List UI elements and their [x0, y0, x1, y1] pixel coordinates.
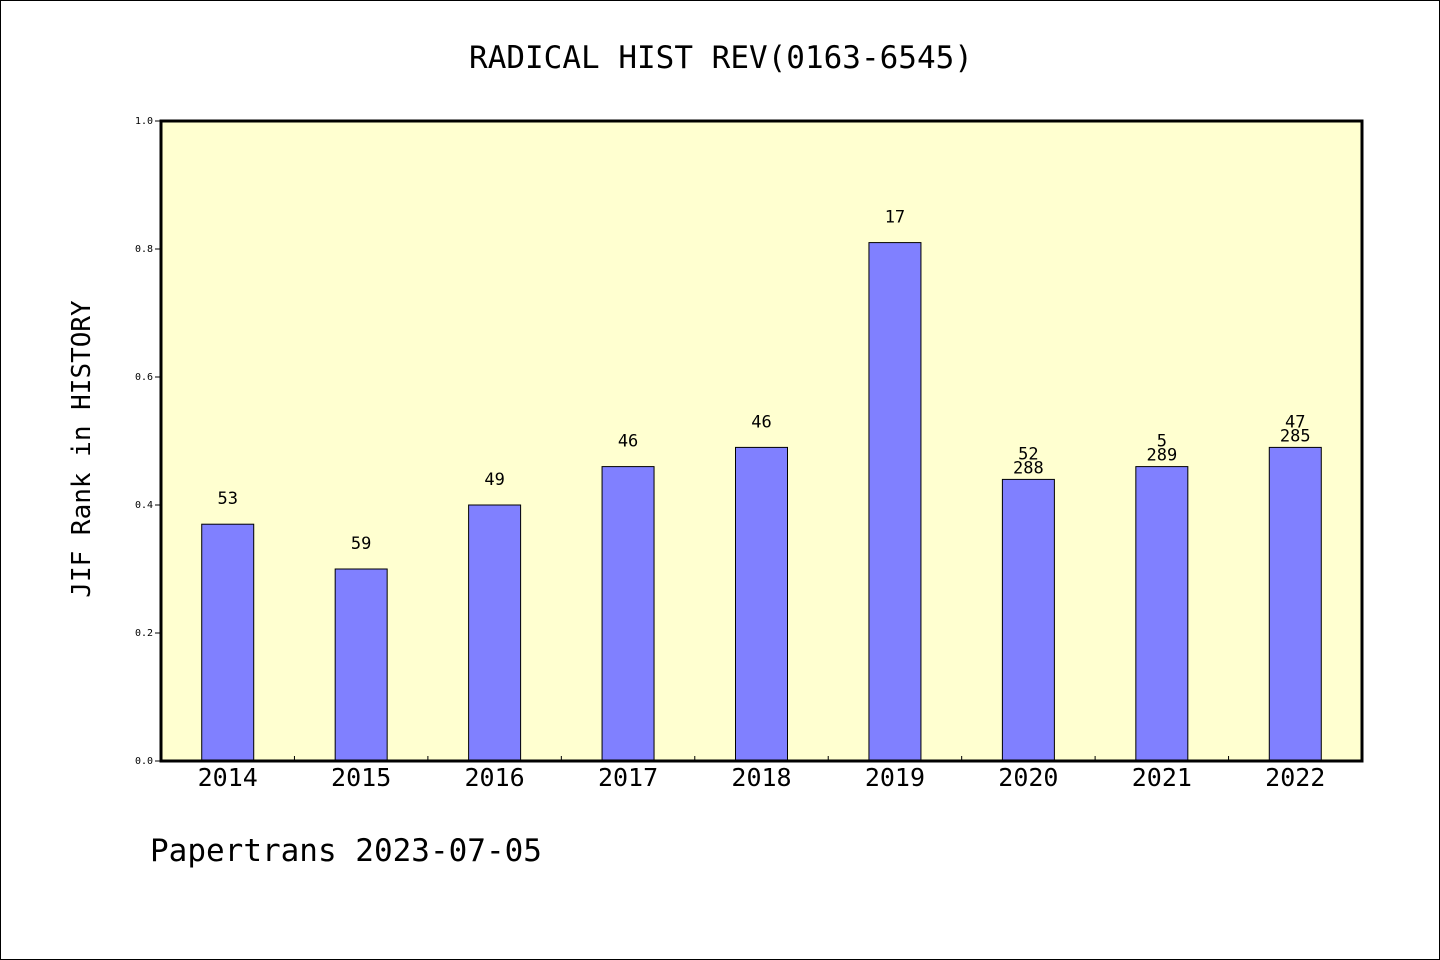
- bar: [868, 242, 922, 762]
- x-tick-label: 2021: [1132, 763, 1192, 792]
- x-tick-label: 2020: [998, 763, 1058, 792]
- bar-data-label: 5: [1157, 432, 1167, 452]
- y-tick-label: 0.6: [135, 372, 153, 383]
- bar-data-label: 47: [1285, 412, 1305, 432]
- bar-data-label: 59: [351, 534, 371, 554]
- x-tick-label: 2017: [598, 763, 658, 792]
- x-tick-label: 2022: [1265, 763, 1325, 792]
- bar-data-label: 46: [751, 412, 771, 432]
- bar-data-label: 53: [217, 489, 237, 509]
- y-tick-label: 0.0: [135, 756, 153, 767]
- bar-data-label: 52: [1018, 444, 1038, 464]
- bar: [334, 568, 388, 762]
- plot-border: [159, 119, 1364, 763]
- x-tick-label: 2019: [865, 763, 925, 792]
- y-tick-label: 0.2: [135, 628, 153, 639]
- bar-data-label: 46: [618, 432, 638, 452]
- y-tick-label: 1.0: [135, 116, 153, 127]
- bar: [468, 504, 522, 762]
- bar-data-label: 288: [1013, 458, 1044, 478]
- x-tick-label: 2014: [198, 763, 258, 792]
- x-tick-label: 2015: [331, 763, 391, 792]
- footer-credit: Papertrans 2023-07-05: [150, 833, 542, 869]
- bar: [601, 466, 655, 762]
- bar-data-label: 17: [885, 208, 905, 228]
- bar-data-label: 285: [1280, 426, 1311, 446]
- bar: [201, 523, 255, 762]
- bar: [1268, 446, 1322, 762]
- y-tick-label: 0.8: [135, 244, 153, 255]
- x-tick-label: 2016: [465, 763, 525, 792]
- bar: [1135, 466, 1189, 762]
- x-tick-label: 2018: [731, 763, 791, 792]
- y-axis-label: JIF Rank in HISTORY: [67, 300, 97, 598]
- bar-data-label: 289: [1146, 446, 1177, 466]
- y-tick-label: 0.4: [135, 500, 153, 511]
- bar-data-label: 49: [484, 470, 504, 490]
- bar: [1001, 478, 1055, 762]
- bar: [735, 446, 788, 762]
- chart-title: RADICAL HIST REV(0163-6545): [469, 40, 973, 76]
